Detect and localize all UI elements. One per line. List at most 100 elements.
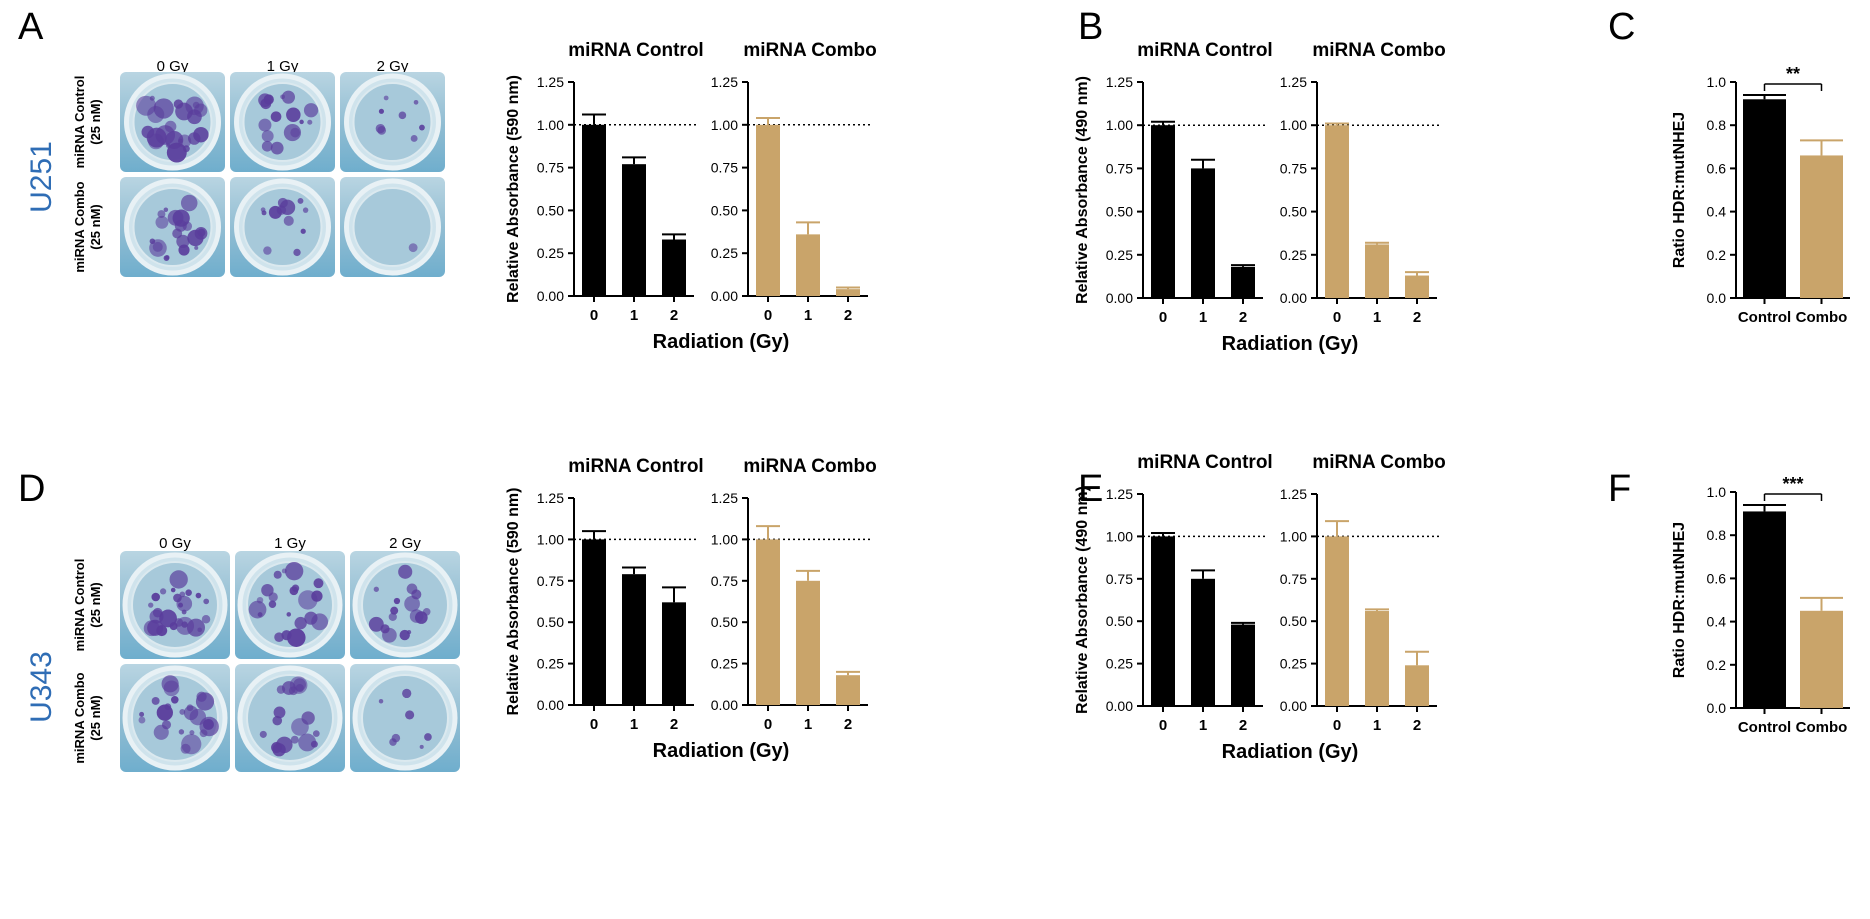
x-tick-label: 0 (1159, 717, 1167, 734)
colony-plate-image (120, 664, 230, 772)
y-tick-label: 1.0 (1707, 484, 1727, 500)
y-tick-label: 0.50 (1280, 204, 1307, 220)
bar (1325, 125, 1349, 298)
y-tick-label: 1.00 (537, 531, 564, 547)
x-tick-label: 2 (1413, 309, 1421, 326)
x-tick-label: 1 (630, 716, 638, 733)
y-tick-label: 0.50 (1280, 613, 1307, 629)
bar (1800, 610, 1843, 708)
bar (1800, 155, 1843, 298)
x-tick-label: 1 (804, 307, 812, 324)
x-tick-label: 2 (1239, 309, 1247, 326)
x-axis-label: Radiation (Gy) (1222, 741, 1359, 763)
bar (1365, 244, 1389, 298)
x-tick-label: 1 (1373, 309, 1381, 326)
y-tick-label: 1.00 (1106, 117, 1133, 133)
x-tick-label: 0 (1159, 309, 1167, 326)
x-tick-label: Combo (1796, 309, 1848, 326)
y-tick-label: 0.75 (711, 573, 738, 589)
bar (756, 124, 780, 296)
x-tick-label: 0 (1333, 309, 1341, 326)
y-tick-label: 1.25 (711, 74, 738, 90)
colony-plate-image (230, 177, 335, 277)
colony-plate-image (350, 664, 460, 772)
y-tick-label: 0.75 (1280, 571, 1307, 587)
colony-plate-image (235, 551, 345, 659)
y-tick-label: 1.00 (711, 531, 738, 547)
bar (796, 234, 820, 296)
y-axis-label: Relative Absorbance (490 nm) (1074, 486, 1091, 714)
bar (662, 602, 686, 705)
y-tick-label: 1.00 (537, 117, 564, 133)
y-tick-label: 0.00 (1106, 290, 1133, 306)
y-tick-label: 1.0 (1707, 74, 1727, 90)
bar (1405, 275, 1429, 298)
y-tick-label: 1.25 (1280, 486, 1307, 502)
x-tick-label: Combo (1796, 719, 1848, 736)
bar (836, 675, 860, 705)
chart-title: miRNA Control (1137, 40, 1272, 61)
y-tick-label: 0.00 (711, 697, 738, 713)
y-tick-label: 1.25 (537, 74, 564, 90)
y-tick-label: 0.4 (1707, 204, 1727, 220)
colony-plate-image (340, 72, 445, 172)
y-tick-label: 0.25 (1106, 656, 1133, 672)
x-tick-label: 0 (590, 307, 598, 324)
y-tick-label: 0.25 (711, 245, 738, 261)
plate-column-label: 2 Gy (389, 535, 421, 552)
x-tick-label: Control (1738, 719, 1791, 736)
chart-title: miRNA Control (568, 40, 703, 61)
x-tick-label: 2 (670, 307, 678, 324)
y-tick-label: 0.0 (1707, 700, 1727, 716)
bar (1231, 266, 1255, 298)
x-tick-label: 0 (590, 716, 598, 733)
bar (1743, 511, 1786, 708)
x-tick-label: 1 (1199, 717, 1207, 734)
y-tick-label: 1.00 (1280, 528, 1307, 544)
y-tick-label: 0.25 (537, 245, 564, 261)
plate-column-label: 2 Gy (376, 58, 409, 75)
panel-label-b: B (1078, 6, 1104, 48)
x-tick-label: 0 (764, 716, 772, 733)
chart-title: miRNA Combo (743, 456, 876, 477)
bar (1151, 536, 1175, 706)
x-tick-label: 2 (844, 307, 852, 324)
y-axis-label: Relative Absorbance (590 nm) (505, 75, 522, 303)
y-tick-label: 1.25 (537, 490, 564, 506)
colony-plate-image (235, 664, 345, 772)
x-axis-label: Radiation (Gy) (1222, 333, 1359, 355)
bar (1231, 624, 1255, 706)
y-tick-label: 1.25 (1280, 74, 1307, 90)
plate-column-label: 1 Gy (266, 58, 299, 75)
y-tick-label: 1.00 (1280, 117, 1307, 133)
colony-plate-image (120, 551, 230, 659)
colony-plate-image (230, 72, 335, 172)
y-tick-label: 0.00 (711, 288, 738, 304)
y-tick-label: 0.50 (711, 614, 738, 630)
y-tick-label: 0.75 (1280, 160, 1307, 176)
x-tick-label: 0 (764, 307, 772, 324)
plate-column-label: 1 Gy (274, 535, 306, 552)
plate-column-label: 0 Gy (156, 58, 189, 75)
y-axis-label: Ratio HDR:mutNHEJ (1671, 522, 1688, 678)
colony-plate-image (340, 177, 445, 277)
x-tick-label: 2 (670, 716, 678, 733)
chart-title: miRNA Combo (1312, 452, 1445, 473)
y-tick-label: 0.4 (1707, 614, 1727, 630)
bar (1405, 665, 1429, 706)
bar (622, 164, 646, 296)
x-tick-label: 0 (1333, 717, 1341, 734)
y-tick-label: 0.75 (711, 160, 738, 176)
y-tick-label: 0.50 (1106, 613, 1133, 629)
x-tick-label: 1 (630, 307, 638, 324)
bar (1325, 536, 1349, 706)
y-tick-label: 0.25 (1106, 247, 1133, 263)
bar (662, 239, 686, 296)
y-tick-label: 0.75 (537, 160, 564, 176)
bar (796, 580, 820, 705)
y-tick-label: 0.25 (1280, 656, 1307, 672)
y-tick-label: 0.75 (537, 573, 564, 589)
y-tick-label: 1.25 (1106, 74, 1133, 90)
panel-label-c: C (1608, 6, 1636, 48)
